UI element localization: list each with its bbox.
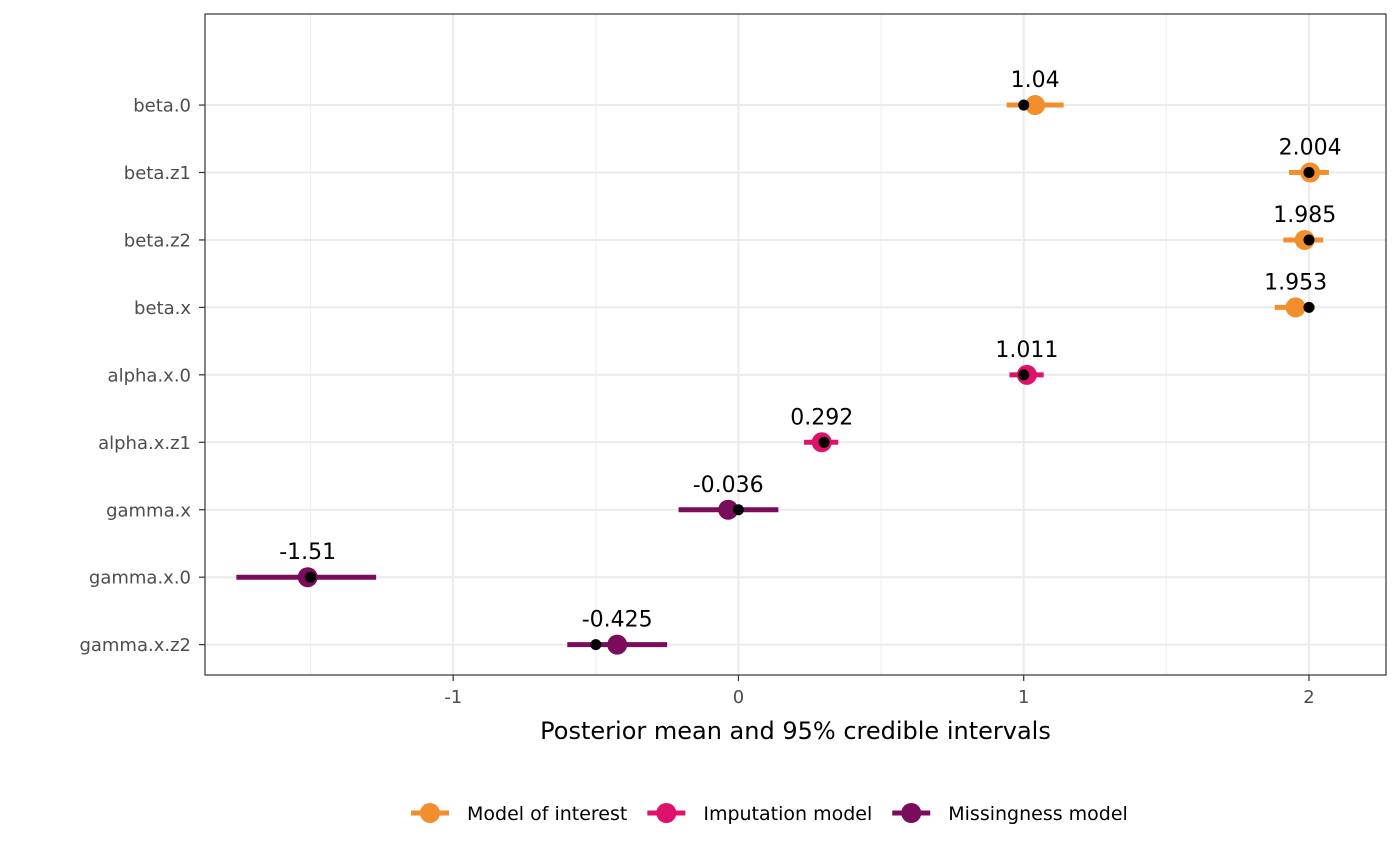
legend-key-point	[656, 803, 677, 823]
y-tick-label: beta.x	[134, 298, 191, 319]
true-value-point-gamma.x.z2	[590, 639, 602, 651]
legend-label: Missingness model	[948, 803, 1128, 825]
legend-key-point	[901, 803, 922, 823]
grid-minor	[309, 14, 1167, 675]
panel-border	[204, 13, 1387, 676]
y-tick-label: beta.z1	[124, 163, 191, 184]
y-tick-label: alpha.x.0	[108, 365, 191, 386]
mean-point-beta.0	[1025, 95, 1046, 116]
panel-background	[205, 14, 1386, 675]
true-value-point-beta.z1	[1303, 167, 1315, 179]
y-tick-label: gamma.x	[106, 500, 191, 521]
true-value-point-beta.z2	[1303, 234, 1315, 246]
data-label-gamma.x: -0.036	[693, 473, 764, 498]
true-value-point-beta.0	[1018, 99, 1030, 111]
data-label-alpha.x.z1: 0.292	[790, 405, 853, 430]
legend-item-1: Model of interest	[411, 803, 627, 825]
marks	[236, 95, 1329, 655]
data-label-gamma.x.z2: -0.425	[582, 608, 653, 633]
data-label-beta.x: 1.953	[1264, 270, 1327, 295]
plot-area: 1.04 2.004 1.985 1.953 1.011 0.292 -0.036 -1.51…	[204, 13, 1387, 676]
data-label-gamma.x.0: -1.51	[279, 540, 336, 565]
data-label-beta.z2: 1.985	[1273, 203, 1336, 228]
x-tick-label: 1	[1018, 687, 1029, 708]
grid-major	[205, 14, 1386, 675]
legend-item-3: Missingness model	[892, 803, 1128, 825]
legend: Model of interest Imputation model Missing…	[411, 803, 1128, 825]
x-axis: -1 0 1 2	[444, 675, 1315, 708]
true-value-point-alpha.x.0	[1018, 369, 1030, 381]
data-label-alpha.x.0: 1.011	[995, 338, 1058, 363]
y-tick-label: gamma.x.z2	[79, 635, 191, 656]
true-value-point-gamma.x.0	[305, 571, 317, 583]
y-tick-label: beta.0	[133, 96, 191, 117]
legend-label: Model of interest	[467, 803, 627, 825]
legend-item-2: Imputation model	[647, 803, 872, 825]
mean-point-gamma.x.z2	[607, 634, 628, 655]
true-value-point-alpha.x.z1	[818, 436, 830, 448]
data-label-beta.0: 1.04	[1011, 68, 1060, 93]
x-tick-label: -1	[444, 687, 462, 708]
x-axis-title: Posterior mean and 95% credible interval…	[540, 717, 1051, 745]
true-value-point-gamma.x	[732, 504, 744, 516]
y-axis: beta.0 beta.z1 beta.z2 beta.x alpha.x.0 alpha…	[79, 96, 205, 656]
x-tick-label: 2	[1303, 687, 1314, 708]
legend-label: Imputation model	[703, 803, 872, 825]
y-tick-label: beta.z2	[124, 230, 191, 251]
legend-key-point	[420, 803, 440, 823]
y-tick-label: gamma.x.0	[89, 568, 191, 589]
true-value-point-beta.x	[1303, 301, 1315, 313]
y-tick-label: alpha.x.z1	[98, 433, 191, 454]
x-tick-label: 0	[733, 687, 744, 708]
data-labels: 1.04 2.004 1.985 1.953 1.011 0.292 -0.036 -1.51…	[279, 68, 1341, 633]
mean-point-gamma.x	[718, 499, 739, 520]
data-label-beta.z1: 2.004	[1279, 136, 1342, 161]
mean-point-beta.x	[1285, 297, 1306, 318]
